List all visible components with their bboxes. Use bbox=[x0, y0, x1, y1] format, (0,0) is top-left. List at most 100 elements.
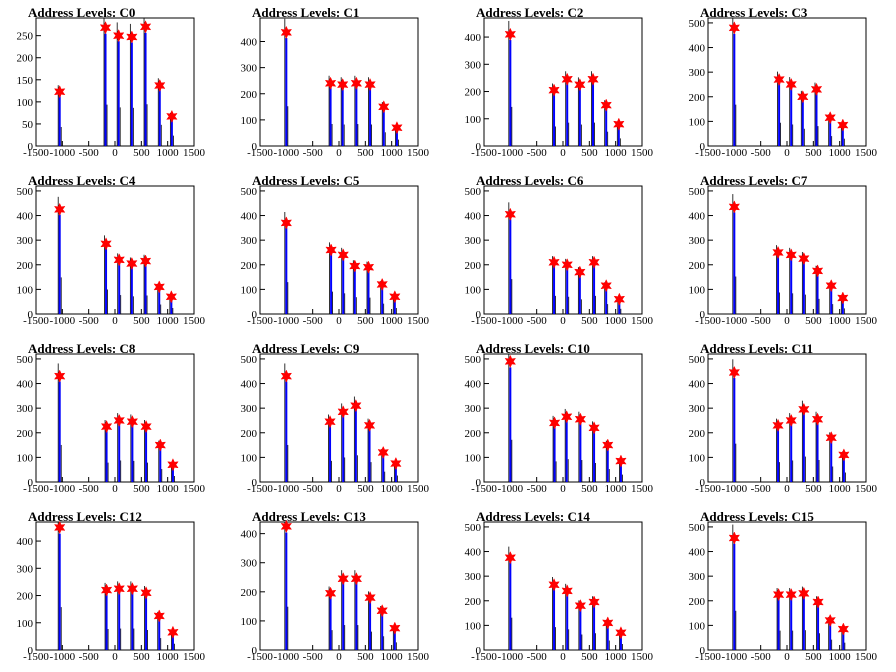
y-tick-label: 400 bbox=[17, 536, 34, 548]
bar bbox=[130, 42, 133, 146]
x-tick-label: 1500 bbox=[183, 483, 206, 495]
chart-panel: Address Levels: C1 0 100 200 300 400 -1500 -100… bbox=[224, 0, 448, 168]
peak-marker bbox=[167, 625, 179, 639]
x-tick-label: 1000 bbox=[829, 483, 852, 495]
peak-marker bbox=[364, 77, 376, 92]
peak-marker bbox=[153, 280, 165, 294]
peak-marker bbox=[824, 613, 836, 628]
y-tick-label: 400 bbox=[465, 211, 482, 223]
chart-title: Address Levels: C2 bbox=[476, 5, 584, 20]
y-tick-label: 0 bbox=[476, 309, 482, 321]
x-tick-label: 1000 bbox=[605, 651, 628, 663]
peak-marker bbox=[728, 531, 741, 545]
y-tick-label: 100 bbox=[689, 620, 706, 632]
peak-marker bbox=[350, 399, 362, 413]
y-tick-label: 500 bbox=[241, 186, 258, 198]
x-tick-label: 500 bbox=[805, 483, 822, 495]
bar bbox=[342, 257, 345, 314]
y-tick-label: 200 bbox=[689, 260, 706, 272]
chart-panel: Address Levels: C15 0 100 200 300 400 500 -1500… bbox=[672, 504, 896, 672]
x-tick-label: 1000 bbox=[157, 483, 180, 495]
chart-title: Address Levels: C4 bbox=[28, 173, 136, 188]
peak-marker bbox=[600, 279, 612, 293]
peak-marker bbox=[154, 78, 166, 93]
x-tick-label: -1000 bbox=[273, 483, 299, 495]
chart-panel: Address Levels: C5 0 100 200 300 400 500 -1500-… bbox=[224, 168, 448, 336]
x-tick-label: 500 bbox=[581, 315, 598, 327]
chart-title: Address Levels: C3 bbox=[700, 5, 808, 20]
peak-marker bbox=[785, 77, 797, 92]
chart-svg: 0 100 200 300 400 500 -1500 -1000 -500 0 500 1000 15… bbox=[17, 185, 206, 327]
x-tick-label: 0 bbox=[336, 483, 342, 495]
y-tick-label: 150 bbox=[17, 75, 34, 87]
peak-marker bbox=[785, 588, 797, 602]
peak-marker bbox=[126, 256, 138, 271]
x-tick-label: -500 bbox=[79, 147, 100, 159]
y-tick-label: 500 bbox=[689, 354, 706, 366]
chart-title: Address Levels: C14 bbox=[476, 509, 590, 524]
y-tick-label: 100 bbox=[689, 116, 706, 128]
chart-title: Address Levels: C11 bbox=[700, 341, 814, 356]
x-tick-label: -1500 bbox=[695, 315, 721, 327]
peak-marker bbox=[337, 248, 349, 262]
peak-marker bbox=[139, 20, 152, 34]
y-tick-label: 300 bbox=[465, 59, 482, 71]
bar bbox=[816, 273, 819, 314]
bar bbox=[842, 630, 845, 650]
bar bbox=[341, 87, 344, 146]
bar bbox=[790, 423, 793, 482]
bar bbox=[117, 41, 120, 147]
y-tick-label: 200 bbox=[17, 260, 34, 272]
x-tick-label: 500 bbox=[133, 147, 150, 159]
peak-marker bbox=[389, 290, 401, 304]
peak-marker bbox=[390, 456, 402, 471]
peak-marker bbox=[615, 454, 627, 468]
x-tick-label: 1000 bbox=[605, 483, 628, 495]
y-tick-label: 100 bbox=[241, 284, 258, 296]
bar bbox=[509, 562, 512, 650]
x-tick-label: 500 bbox=[133, 483, 150, 495]
bar bbox=[105, 247, 108, 314]
bar bbox=[733, 543, 736, 650]
bar bbox=[733, 33, 736, 146]
x-tick-label: 1500 bbox=[631, 315, 654, 327]
bar bbox=[566, 267, 569, 314]
y-tick-label: 100 bbox=[17, 284, 34, 296]
peak-marker bbox=[587, 72, 599, 86]
y-tick-label: 200 bbox=[465, 596, 482, 608]
peak-marker bbox=[165, 290, 178, 304]
peak-marker bbox=[153, 609, 165, 623]
peak-marker bbox=[139, 254, 152, 268]
bar bbox=[105, 593, 108, 650]
x-tick-label: -1000 bbox=[49, 651, 75, 663]
bar bbox=[170, 117, 173, 146]
y-tick-label: 0 bbox=[252, 309, 258, 321]
x-tick-label: -1500 bbox=[695, 651, 721, 663]
x-tick-label: 1000 bbox=[605, 315, 628, 327]
x-tick-label: -1500 bbox=[471, 315, 497, 327]
peak-marker bbox=[113, 253, 125, 267]
y-tick-label: 0 bbox=[252, 477, 258, 489]
peak-marker bbox=[99, 21, 112, 35]
x-tick-label: 500 bbox=[133, 315, 150, 327]
x-tick-label: 0 bbox=[112, 651, 118, 663]
y-tick-label: 0 bbox=[476, 141, 482, 153]
bar bbox=[144, 32, 147, 146]
x-tick-label: 0 bbox=[336, 651, 342, 663]
peak-marker bbox=[838, 448, 850, 462]
bar bbox=[566, 82, 569, 146]
x-tick-label: -1000 bbox=[721, 651, 747, 663]
chart-svg: 0 100 200 300 400 -1500 -1000 -500 0 500 1000 1500 bbox=[241, 519, 430, 663]
x-tick-label: 500 bbox=[805, 147, 822, 159]
bar bbox=[790, 597, 793, 650]
peak-marker bbox=[363, 418, 376, 432]
x-tick-label: -1500 bbox=[23, 147, 49, 159]
bar bbox=[342, 582, 345, 650]
chart-svg: 0 100 200 300 400 -1500 -1000 -500 0 500 1000 1500 bbox=[17, 520, 206, 663]
bar bbox=[778, 82, 781, 146]
chart-panel: Address Levels: C3 0 100 200 300 400 500 -1500-… bbox=[672, 0, 896, 168]
peak-marker bbox=[391, 121, 403, 135]
bar bbox=[369, 600, 372, 650]
x-tick-label: 1000 bbox=[381, 147, 404, 159]
bar bbox=[801, 99, 804, 146]
